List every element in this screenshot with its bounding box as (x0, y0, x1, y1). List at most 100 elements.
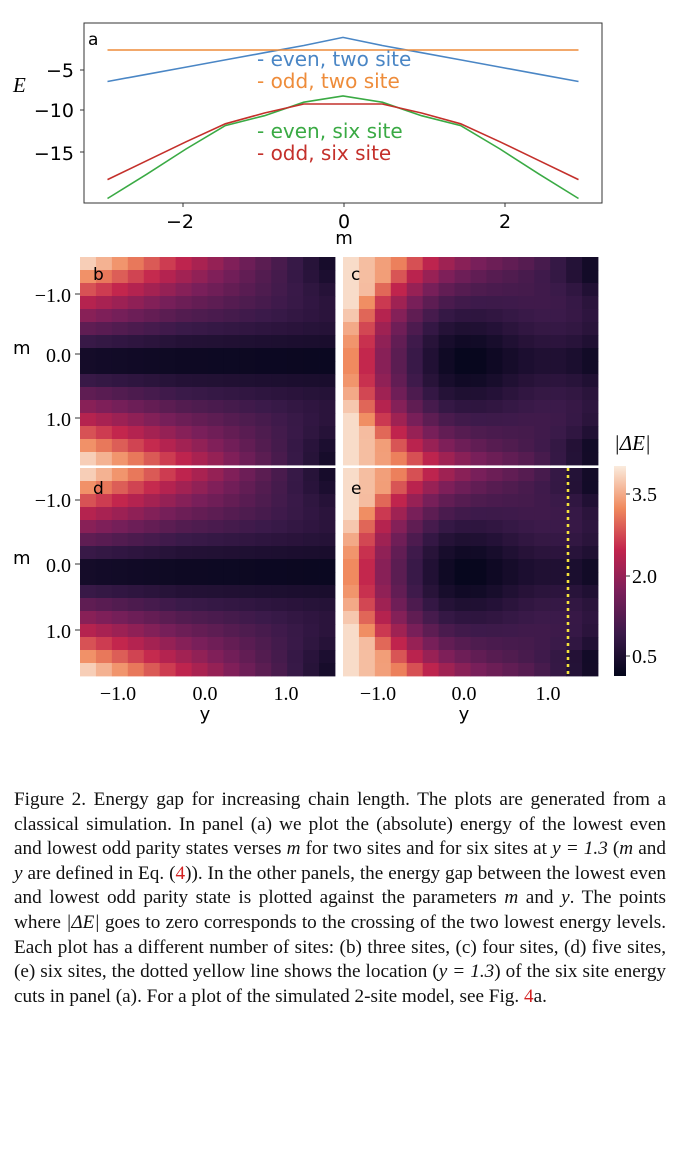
heatmap-cell (319, 611, 336, 625)
heatmap-cell (303, 611, 320, 625)
heatmap-cell (287, 533, 304, 547)
heatmap-cell (374, 546, 392, 560)
heatmap-cell (550, 257, 567, 271)
heatmap-cell (239, 439, 256, 453)
heatmap-cell (80, 374, 97, 388)
heatmap-cell (406, 650, 424, 664)
heatmap-left-xaxis: −1.0 0.0 1.0 y (100, 683, 299, 725)
heatmap-cell (374, 361, 392, 375)
heatmap-cell (438, 585, 455, 599)
heatmap-cell (303, 520, 320, 534)
heatmap-cell (287, 361, 304, 375)
heatmap-cell (80, 585, 97, 599)
heatmap-cell (271, 468, 288, 482)
heatmap-cell (438, 361, 455, 375)
heatmap-cell (390, 650, 408, 664)
heatmap-cell (271, 559, 288, 573)
heatmap-cell (127, 283, 145, 297)
heatmap-cell (239, 374, 256, 388)
heatmap-cell (95, 413, 113, 427)
figure-reference-link[interactable]: 4 (523, 985, 534, 1007)
heatmap-cell (454, 413, 471, 427)
heatmap-cell (406, 507, 424, 521)
heatmap-cell (223, 481, 240, 495)
heatmap-cell (191, 374, 208, 388)
heatmap-cell (406, 361, 424, 375)
heatmap-cell (502, 481, 519, 495)
heatmap-cell (502, 572, 519, 586)
heatmap-cell (80, 296, 97, 310)
heatmap-cell (80, 650, 97, 664)
heatmap-cell (239, 468, 256, 482)
heatmap-cell (271, 439, 288, 453)
heatmap-cell (422, 663, 440, 677)
heatmap-cell (582, 494, 599, 508)
heatmap-cell (175, 387, 192, 401)
heatmap-cell (255, 533, 272, 547)
heatmap-cell (207, 322, 224, 336)
heatmap-cell (582, 663, 599, 677)
heatmap-cell (127, 650, 145, 664)
heatmap-cell (486, 335, 503, 349)
heatmap-cell (502, 348, 519, 362)
heatmap-cell (422, 374, 440, 388)
heatmap-cell (255, 296, 272, 310)
heatmap-cell (255, 270, 272, 284)
heatmap-e: e (343, 468, 599, 677)
heatmap-xtick: 1.0 (274, 683, 299, 705)
heatmap-cell (111, 611, 129, 625)
heatmap-cell (582, 439, 599, 453)
panel-a-xtick: 0 (338, 211, 350, 233)
heatmap-cell (287, 374, 304, 388)
heatmap-cell (159, 452, 177, 466)
heatmap-cell (319, 650, 336, 664)
heatmap-cell (470, 650, 487, 664)
heatmap-cell (175, 624, 192, 638)
heatmap-cell (358, 637, 376, 651)
heatmap-cell (518, 663, 535, 677)
heatmap-cell (143, 585, 161, 599)
heatmap-cell (287, 296, 304, 310)
heatmap-cell (358, 520, 376, 534)
heatmap-cell (271, 650, 288, 664)
heatmap-cell (175, 546, 192, 560)
heatmap-cell (374, 439, 392, 453)
heatmap-cell (287, 520, 304, 534)
heatmap-cell (518, 546, 535, 560)
heatmap-cell (390, 598, 408, 612)
heatmap-cell (470, 507, 487, 521)
heatmap-cell (534, 452, 551, 466)
heatmap-cell (111, 624, 129, 638)
heatmap-cell (319, 335, 336, 349)
heatmap-cell (358, 335, 376, 349)
heatmap-cell (111, 572, 129, 586)
heatmap-cell (159, 270, 177, 284)
heatmap-cell (470, 452, 487, 466)
heatmap-cell (207, 533, 224, 547)
heatmap-bottom-yaxis: −1.0 0.0 1.0 m (13, 490, 80, 643)
heatmap-cell (470, 637, 487, 651)
heatmap-cell (582, 624, 599, 638)
heatmap-cell (566, 335, 583, 349)
heatmap-cell (143, 572, 161, 586)
heatmap-cell (239, 494, 256, 508)
heatmap-cell (566, 413, 583, 427)
heatmap-bottom-ylabel: m (13, 548, 31, 569)
heatmap-cell (534, 296, 551, 310)
heatmap-cell (255, 611, 272, 625)
heatmap-cell (502, 559, 519, 573)
heatmap-cell (175, 663, 192, 677)
heatmap-cell (374, 468, 392, 482)
heatmap-cell (550, 650, 567, 664)
heatmap-cell (534, 624, 551, 638)
heatmap-cell (343, 637, 360, 651)
heatmap-cell (175, 507, 192, 521)
heatmap-ytick: −1.0 (35, 285, 71, 307)
equation-reference-link[interactable]: 4 (175, 862, 186, 884)
heatmap-cell (239, 361, 256, 375)
heatmap-cell (518, 598, 535, 612)
heatmap-cell (207, 283, 224, 297)
heatmap-cell (239, 637, 256, 651)
heatmap-cell (454, 546, 471, 560)
heatmap-cell (534, 650, 551, 664)
